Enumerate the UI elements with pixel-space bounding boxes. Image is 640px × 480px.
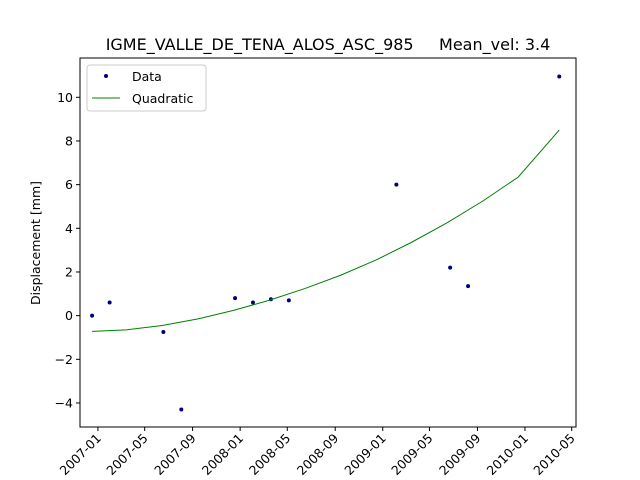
plot-frame <box>79 57 577 428</box>
y-tick-label-4: 4 <box>65 221 73 236</box>
y-tick-label-3: 2 <box>65 264 73 279</box>
y-tick-label-6: 8 <box>65 133 73 148</box>
data-point-1 <box>107 300 112 305</box>
x-tick-label-4: 2008-05 <box>246 431 294 479</box>
legend-marker-data <box>104 74 108 78</box>
data-point-7 <box>286 298 291 303</box>
x-tick-label-10: 2010-05 <box>530 431 578 479</box>
data-point-4 <box>233 296 238 301</box>
x-tick-label-9: 2010-01 <box>484 431 532 479</box>
series-line-quadratic <box>92 129 560 332</box>
x-tick-label-7: 2009-05 <box>388 431 436 479</box>
y-tick-label-0: −4 <box>55 395 73 410</box>
data-point-2 <box>161 330 166 335</box>
x-tick-label-3: 2008-01 <box>199 431 247 479</box>
plot-area: 2007-01 2007-05 2007-09 2008-01 2008-05 2008-… <box>55 74 578 479</box>
x-tick-label-2: 2007-09 <box>151 430 199 478</box>
x-tick-label-0: 2007-01 <box>57 431 105 479</box>
y-tick-label-7: 10 <box>57 90 73 105</box>
y-tick-label-2: 0 <box>65 308 73 323</box>
legend-label-data: Data <box>132 69 162 84</box>
legend: Data Quadratic <box>86 64 207 112</box>
x-tick-label-5: 2008-09 <box>294 430 342 478</box>
legend-box <box>86 64 207 112</box>
data-point-3 <box>179 407 184 412</box>
legend-label-quadratic: Quadratic <box>132 91 194 106</box>
x-tick-label-8: 2009-09 <box>436 430 484 478</box>
data-point-9 <box>448 265 453 270</box>
data-point-10 <box>466 284 471 289</box>
data-point-8 <box>394 182 399 187</box>
y-tick-label-5: 6 <box>65 177 73 192</box>
x-tick-label-1: 2007-05 <box>103 431 151 479</box>
y-tick-label-1: −2 <box>55 352 73 367</box>
chart-title: IGME_VALLE_DE_TENA_ALOS_ASC_985 Mean_vel… <box>106 35 551 55</box>
x-tick-label-6: 2009-01 <box>341 431 389 479</box>
data-point-5 <box>250 300 255 305</box>
y-axis-label: Displacement [mm] <box>28 181 43 305</box>
data-point-0 <box>90 313 95 318</box>
data-point-11 <box>557 74 562 79</box>
